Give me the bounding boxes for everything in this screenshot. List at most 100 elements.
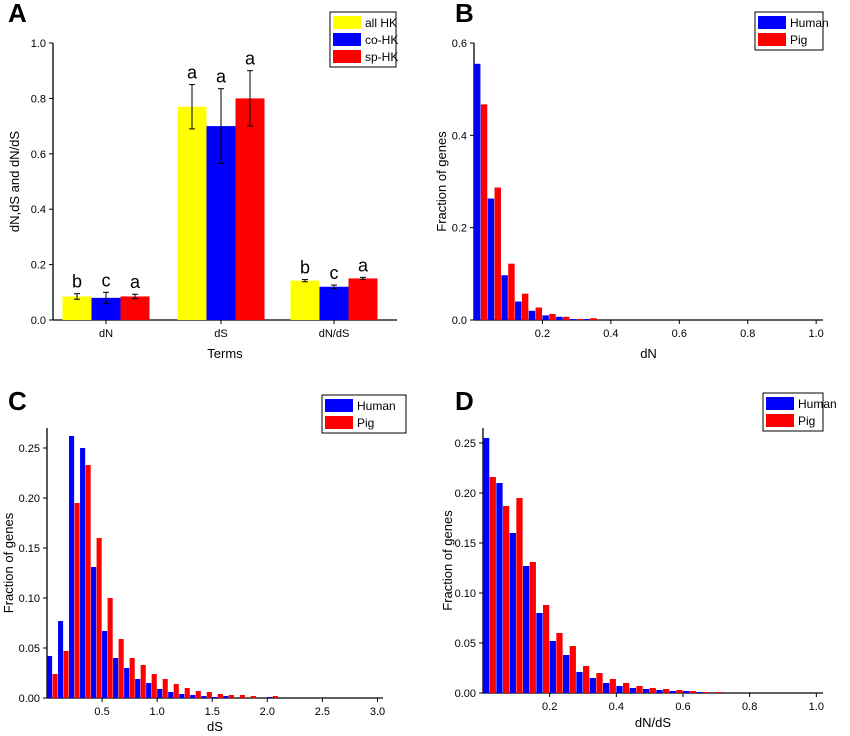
panel-letter-D: D	[455, 386, 474, 416]
histogram-bar-human-D	[496, 483, 503, 693]
bar-all-hk-dn	[62, 296, 92, 320]
y-tick-label-D: 0.05	[455, 638, 476, 650]
y-tick-label-A: 0.0	[31, 315, 46, 327]
bar-all-hk-dn-ds	[290, 280, 320, 320]
x-tick-label-C: 0.5	[94, 706, 109, 718]
histogram-bar-human-C	[80, 448, 86, 698]
y-tick-label-D: 0.25	[455, 438, 476, 450]
histogram-bar-pig-C	[239, 695, 245, 698]
y-tick-label-D: 0.20	[455, 488, 476, 500]
histogram-bar-pig-C	[63, 651, 69, 698]
category-label-A: dN/dS	[319, 328, 350, 340]
histogram-bar-pig-D	[609, 679, 616, 693]
histogram-bar-pig-B	[549, 313, 556, 320]
histogram-bar-human-B	[528, 310, 536, 320]
histogram-bar-pig-C	[162, 679, 168, 698]
histogram-bar-pig-D	[516, 498, 523, 693]
bar-all-hk-ds	[177, 106, 207, 321]
histogram-bar-pig-C	[272, 696, 278, 698]
histogram-bar-pig-B	[508, 263, 515, 320]
histogram-bar-human-C	[168, 692, 174, 698]
histogram-bar-pig-D	[556, 633, 563, 693]
histogram-bar-human-B	[515, 301, 522, 320]
histogram-bar-pig-C	[85, 465, 91, 698]
panel-letter-B: B	[455, 0, 474, 28]
histogram-bar-pig-C	[217, 694, 223, 698]
significance-letter-A: a	[187, 63, 198, 83]
histogram-bar-human-D	[603, 683, 610, 693]
significance-letter-A: b	[300, 258, 310, 278]
x-tick-label-B: 0.6	[672, 328, 687, 340]
y-tick-label-C: 0.00	[19, 693, 40, 705]
x-tick-label-B: 0.4	[603, 328, 618, 340]
histogram-bar-pig-B	[590, 318, 597, 320]
legend-label-C: Human	[357, 399, 396, 413]
x-tick-label-D: 0.6	[675, 701, 690, 713]
histogram-bar-human-D	[509, 533, 516, 693]
y-tick-label-D: 0.15	[455, 538, 476, 550]
histogram-bar-pig-C	[151, 674, 157, 698]
x-tick-label-C: 2.0	[260, 706, 275, 718]
histogram-bar-human-C	[91, 567, 97, 698]
y-axis-title-B: Fraction of genes	[434, 131, 449, 232]
bar-co-hk-dn-ds	[319, 286, 349, 320]
legend-label-A: co-HK	[365, 33, 398, 47]
histogram-bar-pig-C	[184, 688, 190, 698]
histogram-bar-human-B	[569, 319, 577, 320]
histogram-bar-human-D	[549, 641, 556, 693]
histogram-bar-pig-B	[535, 307, 543, 320]
histogram-bar-pig-D	[676, 690, 683, 693]
histogram-bar-pig-B	[494, 187, 501, 320]
histogram-bar-human-D	[643, 689, 650, 693]
histogram-bar-pig-B	[521, 293, 529, 320]
histogram-bar-pig-B	[562, 316, 570, 320]
histogram-bar-pig-C	[74, 503, 80, 698]
histogram-bar-human-D	[669, 691, 676, 693]
histogram-bar-pig-D	[543, 605, 550, 693]
histogram-bar-human-C	[267, 697, 273, 698]
histogram-bar-pig-C	[52, 674, 58, 698]
histogram-bar-human-D	[683, 691, 690, 693]
histogram-bar-pig-D	[623, 683, 630, 693]
y-tick-label-B: 0.4	[452, 130, 467, 142]
histogram-bar-pig-D	[636, 686, 643, 693]
legend-swatch-C	[325, 416, 353, 429]
histogram-bar-pig-D	[489, 477, 496, 693]
legend-label-B: Human	[790, 16, 829, 30]
y-tick-label-B: 0.2	[452, 223, 467, 235]
significance-letter-A: a	[358, 255, 369, 275]
histogram-bar-human-B	[583, 319, 590, 320]
significance-letter-A: a	[216, 67, 227, 87]
x-tick-label-B: 0.2	[535, 328, 550, 340]
legend-label-A: all HK	[365, 16, 397, 30]
x-tick-label-D: 0.4	[609, 701, 624, 713]
histogram-bar-human-D	[536, 613, 543, 693]
x-axis-title-D: dN/dS	[635, 715, 671, 730]
y-tick-label-C: 0.10	[19, 593, 40, 605]
legend-label-B: Pig	[790, 33, 807, 47]
histogram-bar-human-D	[629, 688, 636, 693]
histogram-bar-pig-C	[195, 691, 201, 698]
histogram-bar-human-B	[474, 63, 481, 321]
histogram-bar-human-C	[135, 679, 141, 698]
significance-letter-A: a	[245, 49, 256, 69]
legend-label-C: Pig	[357, 416, 374, 430]
histogram-bar-human-C	[124, 668, 130, 698]
histogram-bar-human-C	[157, 689, 163, 698]
y-tick-label-A: 0.4	[31, 204, 46, 216]
x-tick-label-C: 1.5	[205, 706, 220, 718]
histogram-bar-pig-D	[649, 688, 656, 693]
histogram-bar-human-D	[656, 690, 663, 693]
histogram-bar-human-C	[223, 696, 229, 698]
histogram-bar-human-C	[201, 696, 207, 698]
legend-swatch-B	[758, 16, 786, 29]
x-tick-label-D: 0.8	[742, 701, 757, 713]
histogram-bar-pig-D	[689, 691, 696, 693]
histogram-bar-pig-B	[576, 319, 584, 320]
histogram-bar-human-C	[113, 658, 119, 698]
y-tick-label-B: 0.6	[452, 38, 467, 50]
bar-co-hk-dn	[91, 297, 121, 320]
y-tick-label-A: 1.0	[31, 38, 46, 50]
histogram-bar-human-C	[47, 656, 53, 698]
y-axis-title-A: dN,dS and dN/dS	[7, 131, 22, 233]
